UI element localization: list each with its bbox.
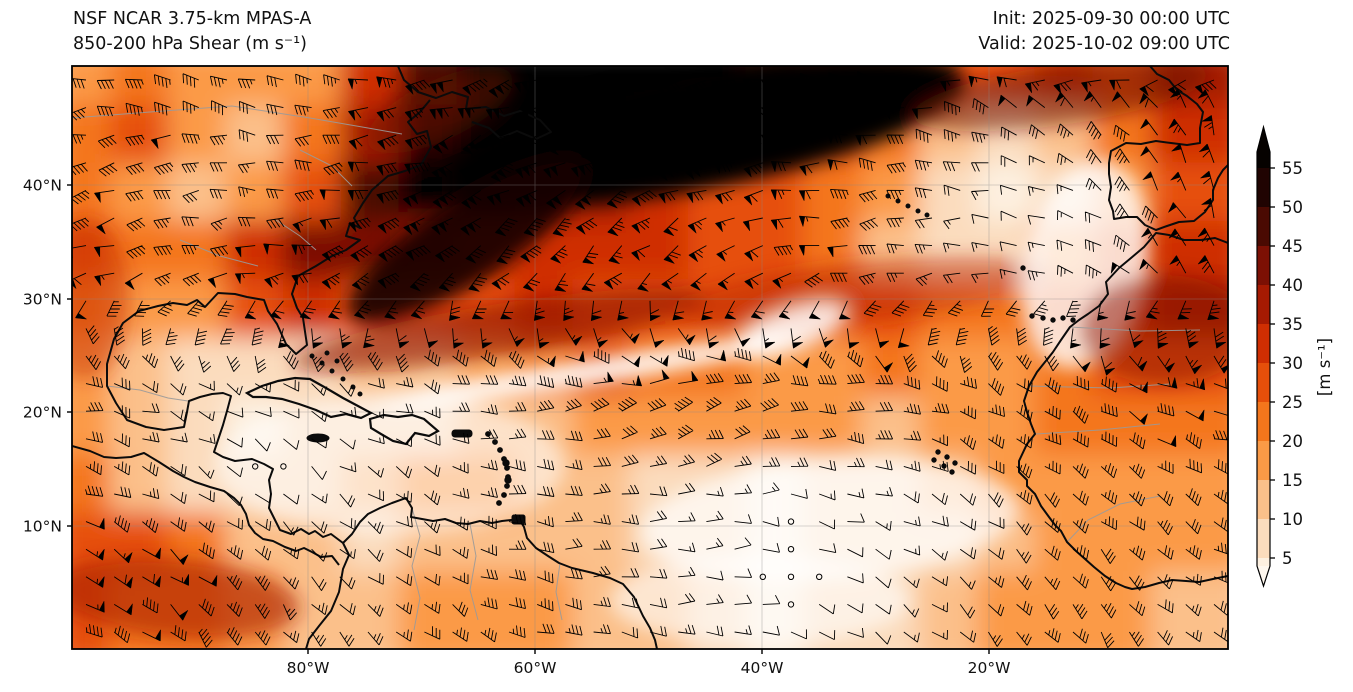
lat-tick-label: 10°N [23, 518, 62, 536]
cape-verde-island [949, 469, 955, 475]
tropical-low-shear [640, 458, 1020, 582]
west-edge-band [72, 220, 130, 380]
colorbar-unit-label: [m s⁻¹] [1315, 338, 1334, 396]
title-block: NSF NCAR 3.75-km MPAS-A 850-200 hPa Shea… [73, 7, 311, 58]
canary-island [1050, 317, 1056, 323]
time-block: Init: 2025-09-30 00:00 UTC Valid: 2025-1… [978, 7, 1230, 58]
lesser-antilles-island [504, 483, 510, 489]
azores-island [895, 198, 901, 204]
bahamas-island [329, 368, 335, 374]
canary-island [1040, 315, 1046, 321]
wind-barbs [72, 71, 1228, 649]
puerto-rico [451, 429, 473, 438]
lesser-antilles-island [497, 447, 503, 453]
trinidad [511, 514, 526, 525]
azores-island [905, 203, 911, 209]
cape-verde-island [944, 454, 950, 460]
colorbar-tick-label: 5 [1282, 549, 1293, 568]
colorbar-outline [1256, 124, 1271, 588]
colorbar-tick-label: 30 [1282, 354, 1303, 373]
colorbar-tick-label: 20 [1282, 432, 1303, 451]
bahamas-island [324, 350, 330, 356]
colorbar-tick-label: 55 [1282, 159, 1303, 178]
title-line1: NSF NCAR 3.75-km MPAS-A [73, 9, 312, 29]
azores-island [924, 212, 930, 218]
colorbar-tick-label: 45 [1282, 237, 1303, 256]
islands [244, 193, 1076, 525]
init-time: Init: 2025-09-30 00:00 UTC [992, 9, 1230, 29]
coastlines [72, 66, 1228, 649]
cuba [244, 376, 374, 420]
title-line2: 850-200 hPa Shear (m s⁻¹) [73, 34, 307, 55]
cape-verde-island [952, 460, 958, 466]
cape-verde-island [931, 457, 937, 463]
colorbar-tick-label: 40 [1282, 276, 1303, 295]
lesser-antilles-island [501, 492, 507, 498]
colorbar-tick-label: 50 [1282, 198, 1303, 217]
florida-shear-band [292, 288, 708, 372]
lesser-antilles-island [485, 431, 491, 437]
colorbar-tick-label: 15 [1282, 471, 1303, 490]
lon-tick-label: 60°W [514, 659, 557, 677]
epac-high-shear [72, 556, 300, 640]
bahamas-island [334, 358, 340, 364]
lat-tick-label: 40°N [23, 177, 62, 195]
jamaica [306, 433, 330, 443]
calm-wind-circles [252, 463, 823, 608]
lon-tick-label: 40°W [741, 659, 784, 677]
bahamas-island [319, 360, 325, 366]
canary-island [1070, 317, 1076, 323]
hispaniola [368, 413, 440, 446]
bahamas-island [340, 376, 346, 382]
tropical-low-shear-south [610, 555, 910, 645]
white-notch [733, 300, 847, 360]
wind-barb-staffs [72, 71, 1228, 649]
madeira [1020, 265, 1026, 271]
canary-island [1060, 315, 1066, 321]
martinique [504, 476, 512, 484]
bahamas-island [357, 391, 363, 397]
valid-time: Valid: 2025-10-02 09:00 UTC [978, 34, 1230, 55]
lat-tick-label: 20°N [23, 404, 62, 422]
colorbar-tick-label: 25 [1282, 393, 1303, 412]
nw-africa-high-shear [1080, 275, 1228, 385]
white-filament [377, 335, 803, 409]
azores-island [915, 208, 921, 214]
caribbean-low-shear [215, 395, 565, 535]
guadeloupe [502, 459, 510, 467]
lat-tick-label: 30°N [23, 291, 62, 309]
cape-verde-island [935, 449, 941, 455]
map-frame [71, 65, 1229, 650]
colorbar: 55 50 45 40 35 30 25 20 15 10 5 [m s⁻¹] [1256, 124, 1334, 588]
canary-island [1029, 313, 1035, 319]
colorbar-tick-label: 10 [1282, 510, 1303, 529]
colorbar-upper-arrow [1257, 127, 1270, 152]
wind-barb-flags [72, 71, 1228, 642]
colorbar-tick-label: 35 [1282, 315, 1303, 334]
shear-features [72, 66, 1228, 645]
lesser-antilles-island [492, 439, 498, 445]
colorbar-lower-arrow [1257, 566, 1270, 586]
lesser-antilles-island [496, 500, 502, 506]
lon-tick-label: 80°W [287, 659, 330, 677]
lon-tick-label: 20°W [968, 659, 1011, 677]
axes: 40°N 30°N 20°N 10°N 80°W 60°W 40°W 20°W [23, 177, 1010, 678]
